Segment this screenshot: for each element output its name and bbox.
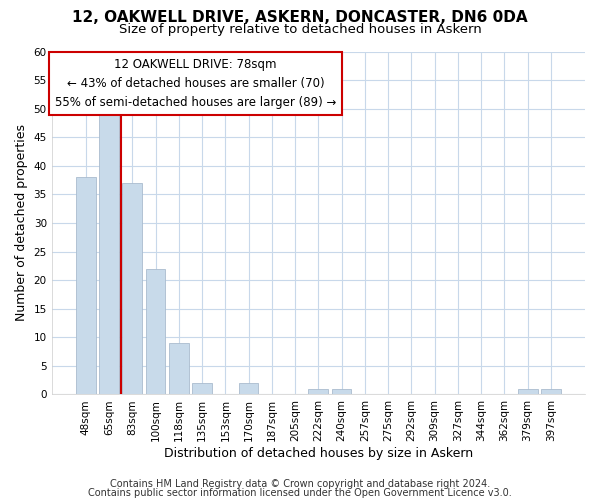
- Bar: [518, 388, 538, 394]
- Text: Size of property relative to detached houses in Askern: Size of property relative to detached ho…: [119, 22, 481, 36]
- Bar: [332, 388, 352, 394]
- Bar: [192, 383, 212, 394]
- Bar: [146, 268, 166, 394]
- Text: Contains HM Land Registry data © Crown copyright and database right 2024.: Contains HM Land Registry data © Crown c…: [110, 479, 490, 489]
- Bar: [122, 183, 142, 394]
- Bar: [239, 383, 259, 394]
- Text: 12 OAKWELL DRIVE: 78sqm
← 43% of detached houses are smaller (70)
55% of semi-de: 12 OAKWELL DRIVE: 78sqm ← 43% of detache…: [55, 58, 337, 110]
- Bar: [308, 388, 328, 394]
- Text: Contains public sector information licensed under the Open Government Licence v3: Contains public sector information licen…: [88, 488, 512, 498]
- Bar: [169, 343, 188, 394]
- Bar: [76, 178, 95, 394]
- Bar: [541, 388, 561, 394]
- Text: 12, OAKWELL DRIVE, ASKERN, DONCASTER, DN6 0DA: 12, OAKWELL DRIVE, ASKERN, DONCASTER, DN…: [72, 10, 528, 25]
- Y-axis label: Number of detached properties: Number of detached properties: [15, 124, 28, 322]
- X-axis label: Distribution of detached houses by size in Askern: Distribution of detached houses by size …: [164, 447, 473, 460]
- Bar: [99, 108, 119, 395]
